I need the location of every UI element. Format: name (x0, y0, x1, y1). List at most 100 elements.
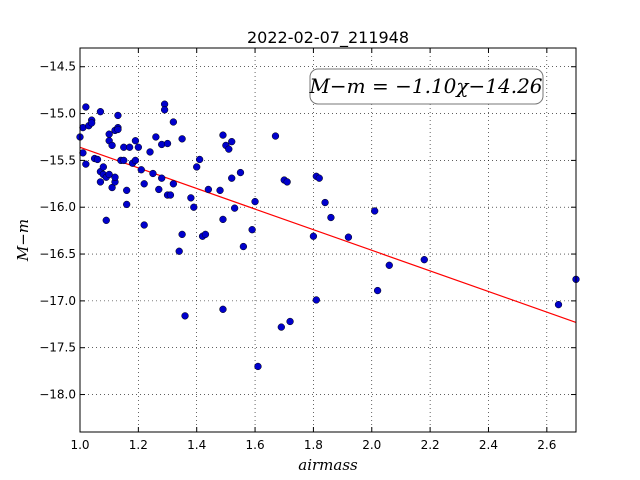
data-point (131, 137, 140, 145)
data-point (248, 226, 256, 234)
data-point (96, 108, 105, 116)
y-axis-ticks: −14.5 −15.0 −15.5 −16.0 −16.5 −17.0 −17.5 −18.0 (39, 60, 576, 402)
data-point (201, 230, 210, 239)
data-point (108, 141, 116, 150)
data-point (193, 163, 201, 171)
x-axis-ticks: 1.0 1.2 1.4 1.6 1.8 2.0 2.2 2.4 2.6 (70, 48, 556, 452)
data-point (105, 130, 113, 138)
data-point (158, 174, 166, 182)
data-point (96, 178, 105, 186)
data-point (225, 145, 233, 153)
data-point (181, 312, 189, 320)
x-axis-label: airmass (298, 456, 358, 474)
data-point (327, 213, 335, 222)
data-point (420, 256, 428, 264)
data-point (82, 103, 90, 111)
data-point (373, 286, 382, 295)
x-tick-label: 1.4 (187, 438, 206, 452)
x-tick-label: 1.2 (129, 438, 148, 452)
data-point (228, 138, 236, 146)
data-point (312, 296, 320, 304)
data-point (93, 155, 102, 164)
data-point (344, 233, 353, 241)
y-tick-label: −15.5 (39, 153, 76, 167)
data-point (204, 185, 213, 194)
data-point (163, 139, 172, 148)
y-axis-label: M−m (14, 219, 32, 262)
data-point (114, 111, 122, 120)
data-point (125, 143, 134, 151)
x-tick-label: 1.8 (304, 438, 323, 452)
data-point (111, 173, 119, 181)
x-tick-label: 2.6 (537, 438, 556, 452)
y-tick-label: −17.0 (39, 294, 76, 308)
data-point (123, 200, 131, 209)
data-point (219, 131, 227, 139)
data-point (239, 242, 248, 251)
data-point (187, 194, 195, 202)
data-point (371, 207, 379, 215)
data-point (105, 170, 113, 179)
data-point (283, 178, 291, 186)
data-point (140, 180, 148, 188)
data-point (219, 305, 227, 313)
x-tick-label: 1.6 (246, 438, 265, 452)
data-point (82, 160, 90, 168)
data-point (315, 174, 323, 182)
data-point (190, 203, 198, 211)
data-point (134, 143, 143, 151)
data-point (321, 198, 329, 207)
grid-lines (79, 48, 576, 432)
data-point (79, 149, 87, 157)
data-point (152, 133, 160, 141)
x-tick-label: 2.0 (362, 438, 381, 452)
y-tick-label: −16.5 (39, 247, 76, 261)
data-point (137, 166, 145, 174)
plot-frame (79, 47, 577, 433)
fit-equation: M−m = −1.10χ−14.26 (308, 74, 542, 98)
data-point (123, 186, 131, 195)
data-point (88, 119, 96, 127)
data-point (271, 132, 280, 140)
x-tick-label: 2.2 (421, 438, 440, 452)
data-point (169, 118, 178, 126)
data-point (254, 362, 262, 371)
data-point (169, 180, 178, 188)
y-tick-label: −18.0 (39, 388, 76, 402)
fit-equation-legend: M−m = −1.10χ−14.26 (308, 68, 544, 105)
data-point (236, 168, 245, 177)
data-point (120, 156, 128, 165)
data-point (146, 148, 154, 156)
data-point (160, 106, 169, 114)
data-point (140, 221, 148, 229)
data-point (131, 156, 140, 165)
x-tick-label: 2.4 (479, 438, 498, 452)
y-tick-label: −15.0 (39, 107, 76, 121)
data-point (216, 186, 224, 195)
data-points (76, 100, 580, 371)
data-point (309, 232, 318, 240)
data-point (108, 183, 116, 192)
chart-title: 2022-02-07_211948 (247, 28, 409, 48)
data-point (155, 185, 163, 194)
data-point (195, 155, 204, 164)
data-point (102, 216, 110, 224)
data-point (251, 197, 259, 206)
data-point (219, 215, 227, 224)
data-point (99, 163, 107, 171)
y-tick-label: −14.5 (39, 60, 76, 74)
data-point (149, 169, 157, 178)
data-point (230, 204, 239, 212)
y-tick-label: −17.5 (39, 341, 76, 355)
data-point (175, 247, 183, 255)
data-point (554, 300, 563, 309)
data-point (385, 261, 393, 269)
data-point (178, 230, 186, 239)
data-point (166, 191, 175, 199)
x-tick-label: 1.0 (70, 438, 89, 452)
data-point (228, 174, 236, 182)
data-point (114, 125, 122, 134)
y-tick-label: −16.0 (39, 200, 76, 214)
data-point (277, 323, 285, 331)
